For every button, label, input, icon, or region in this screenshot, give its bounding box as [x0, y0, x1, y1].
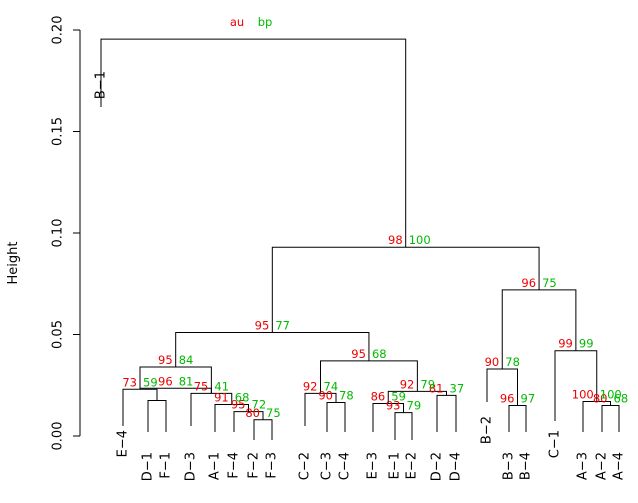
dendrogram-branch	[271, 246, 540, 333]
au-value: 81	[429, 381, 444, 395]
leaf-labels: B−1 E−4 D−1 F−1 D−3 A−1 F−4 F−2 F−3 C−2 C−3 C−4 E−3 E…	[94, 71, 627, 481]
au-value: 96	[500, 392, 515, 406]
leaf-label: E−3	[366, 452, 381, 479]
leaf-label: A−4	[612, 452, 627, 480]
leaf-label: C−3	[320, 452, 335, 480]
au-value: 92	[400, 377, 415, 391]
dendrogram-branch	[253, 419, 273, 440]
y-tick-label: 0.15	[51, 117, 66, 146]
bp-value: 81	[179, 374, 194, 388]
au-value: 95	[351, 347, 366, 361]
bp-value: 79	[420, 377, 435, 391]
bp-value: 99	[579, 337, 594, 351]
leaf-label: D−1	[141, 452, 156, 481]
leaf-label: F−2	[247, 452, 262, 479]
leaf-label: E−2	[405, 452, 420, 479]
dendrogram-branch	[394, 412, 413, 440]
y-tick-label: 0.20	[51, 16, 66, 45]
y-tick-label: 0.05	[51, 320, 66, 349]
bp-value: 78	[505, 355, 520, 369]
dendrogram-branch	[554, 350, 598, 421]
bp-value: 97	[521, 392, 536, 406]
dendrogram-branch	[100, 38, 407, 248]
bp-value: 84	[179, 353, 194, 367]
legend-au: au	[230, 15, 244, 29]
au-value: 98	[388, 233, 403, 247]
bp-value: 74	[324, 379, 339, 393]
y-axis-label: Height	[6, 242, 21, 285]
bp-value: 79	[407, 399, 422, 413]
bp-value: 77	[275, 318, 290, 332]
bp-value: 68	[372, 347, 387, 361]
bp-value: 68	[235, 391, 250, 405]
bp-value: 72	[252, 398, 267, 412]
leaf-label: F−3	[265, 452, 280, 479]
leaf-label: E−1	[388, 452, 403, 479]
dendrogram-branches	[100, 38, 620, 440]
dendrogram-branch	[436, 394, 457, 432]
bp-value: 75	[542, 276, 557, 290]
bp-value: 100	[600, 387, 622, 401]
bp-value: 41	[214, 379, 229, 393]
leaf-label: B−2	[480, 416, 495, 444]
au-value: 95	[255, 318, 270, 332]
bp-value: 37	[450, 381, 465, 395]
au-value: 93	[386, 399, 401, 413]
au-value: 90	[318, 389, 333, 403]
leaf-label: A−3	[576, 452, 591, 480]
bp-value: 68	[614, 392, 629, 406]
leaf-label: F−4	[227, 452, 242, 479]
leaf-label: B−1	[94, 71, 109, 99]
leaf-label: C−4	[338, 452, 353, 480]
y-axis: 0.00 0.05 0.10 0.15 0.20	[51, 16, 81, 451]
leaf-label: E−4	[116, 430, 131, 457]
au-value: 95	[231, 398, 246, 412]
au-value: 99	[558, 337, 573, 351]
bp-value: 100	[409, 233, 431, 247]
bp-value: 59	[143, 375, 158, 389]
dendrogram-branch	[601, 405, 620, 432]
dendrogram-branch	[175, 331, 370, 367]
bp-value: 75	[266, 406, 281, 420]
leaf-label: A−2	[595, 452, 610, 480]
dendrogram-branch	[122, 388, 158, 426]
leaf-label: B−4	[519, 452, 534, 480]
dendrogram-branch	[508, 405, 527, 432]
legend-bp: bp	[258, 15, 273, 29]
leaf-label: C−1	[548, 430, 563, 458]
au-value: 80	[593, 392, 608, 406]
leaf-label: A−1	[208, 452, 223, 480]
y-tick-label: 0.10	[51, 219, 66, 248]
au-value: 91	[214, 391, 229, 405]
leaf-label: D−2	[430, 452, 445, 481]
au-value: 96	[521, 276, 536, 290]
dendrogram-branch	[147, 399, 167, 432]
leaf-label: D−4	[449, 452, 464, 481]
leaf-label: D−3	[184, 452, 199, 481]
au-value: 90	[485, 355, 500, 369]
leaf-label: B−3	[502, 452, 517, 480]
dendrogram-branch	[326, 402, 346, 432]
au-value: 92	[303, 379, 318, 393]
pvalue-labels: 73 59 80 75 95 72 91 68 75 41 96 81 95 84 90 78 92 74 93 79…	[122, 233, 628, 420]
au-value: 75	[194, 379, 209, 393]
y-tick-label: 0.00	[51, 422, 66, 451]
bp-value: 78	[339, 389, 354, 403]
au-value: 80	[245, 406, 260, 420]
au-value: 86	[371, 390, 386, 404]
leaf-label: C−2	[298, 452, 313, 480]
bp-value: 59	[391, 390, 406, 404]
au-value: 95	[158, 353, 173, 367]
au-value: 96	[158, 374, 173, 388]
au-value: 73	[122, 375, 137, 389]
leaf-label: F−1	[159, 452, 174, 479]
dendrogram-branch	[582, 400, 611, 432]
au-value: 100	[572, 387, 594, 401]
